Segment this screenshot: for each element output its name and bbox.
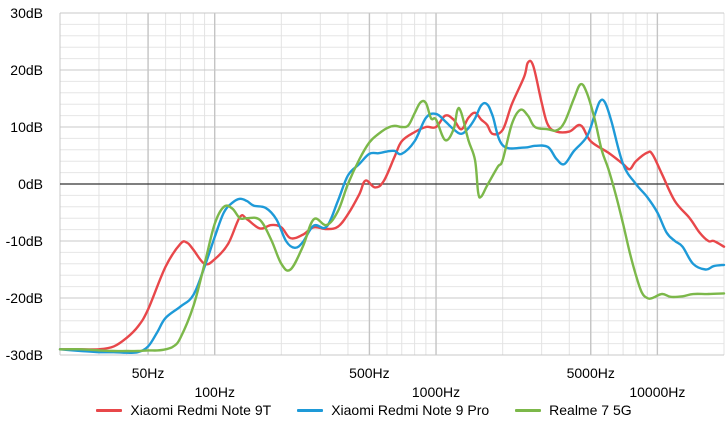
y-tick-label: 0dB [18,176,43,192]
x-tick-labels: 50Hz 100Hz 500Hz 1000Hz 5000Hz 10000Hz [132,365,686,400]
legend-item: Realme 7 5G [515,402,632,418]
x-tick-label: 1000Hz [412,384,460,400]
y-tick-label: 20dB [10,62,43,78]
chart-canvas: 30dB 20dB 10dB 0dB -10dB -20dB -30dB 50Hz 100Hz… [6,5,726,400]
legend-label: Xiaomi Redmi Note 9 Pro [331,402,490,418]
legend-label: Realme 7 5G [549,402,632,418]
x-tick-label: 10000Hz [629,384,685,400]
y-tick-label: -30dB [6,347,43,363]
y-tick-label: -20dB [6,290,43,306]
legend-swatch [96,408,123,412]
legend-swatch [297,408,324,412]
legend-label: Xiaomi Redmi Note 9T [130,402,272,418]
legend-item: Xiaomi Redmi Note 9 Pro [297,402,489,418]
x-tick-label: 5000Hz [567,365,615,381]
y-tick-labels: 30dB 20dB 10dB 0dB -10dB -20dB -30dB [6,5,43,363]
x-tick-label: 100Hz [194,384,234,400]
legend-item: Xiaomi Redmi Note 9T [96,402,271,418]
y-tick-label: -10dB [6,233,43,249]
y-tick-label: 10dB [10,119,43,135]
x-tick-label: 50Hz [132,365,165,381]
series-line [58,82,726,353]
legend: Xiaomi Redmi Note 9T Xiaomi Redmi Note 9… [0,402,728,418]
y-tick-label: 30dB [10,5,43,21]
series-lines [58,59,726,355]
x-tick-label: 500Hz [349,365,389,381]
legend-swatch [515,408,542,412]
